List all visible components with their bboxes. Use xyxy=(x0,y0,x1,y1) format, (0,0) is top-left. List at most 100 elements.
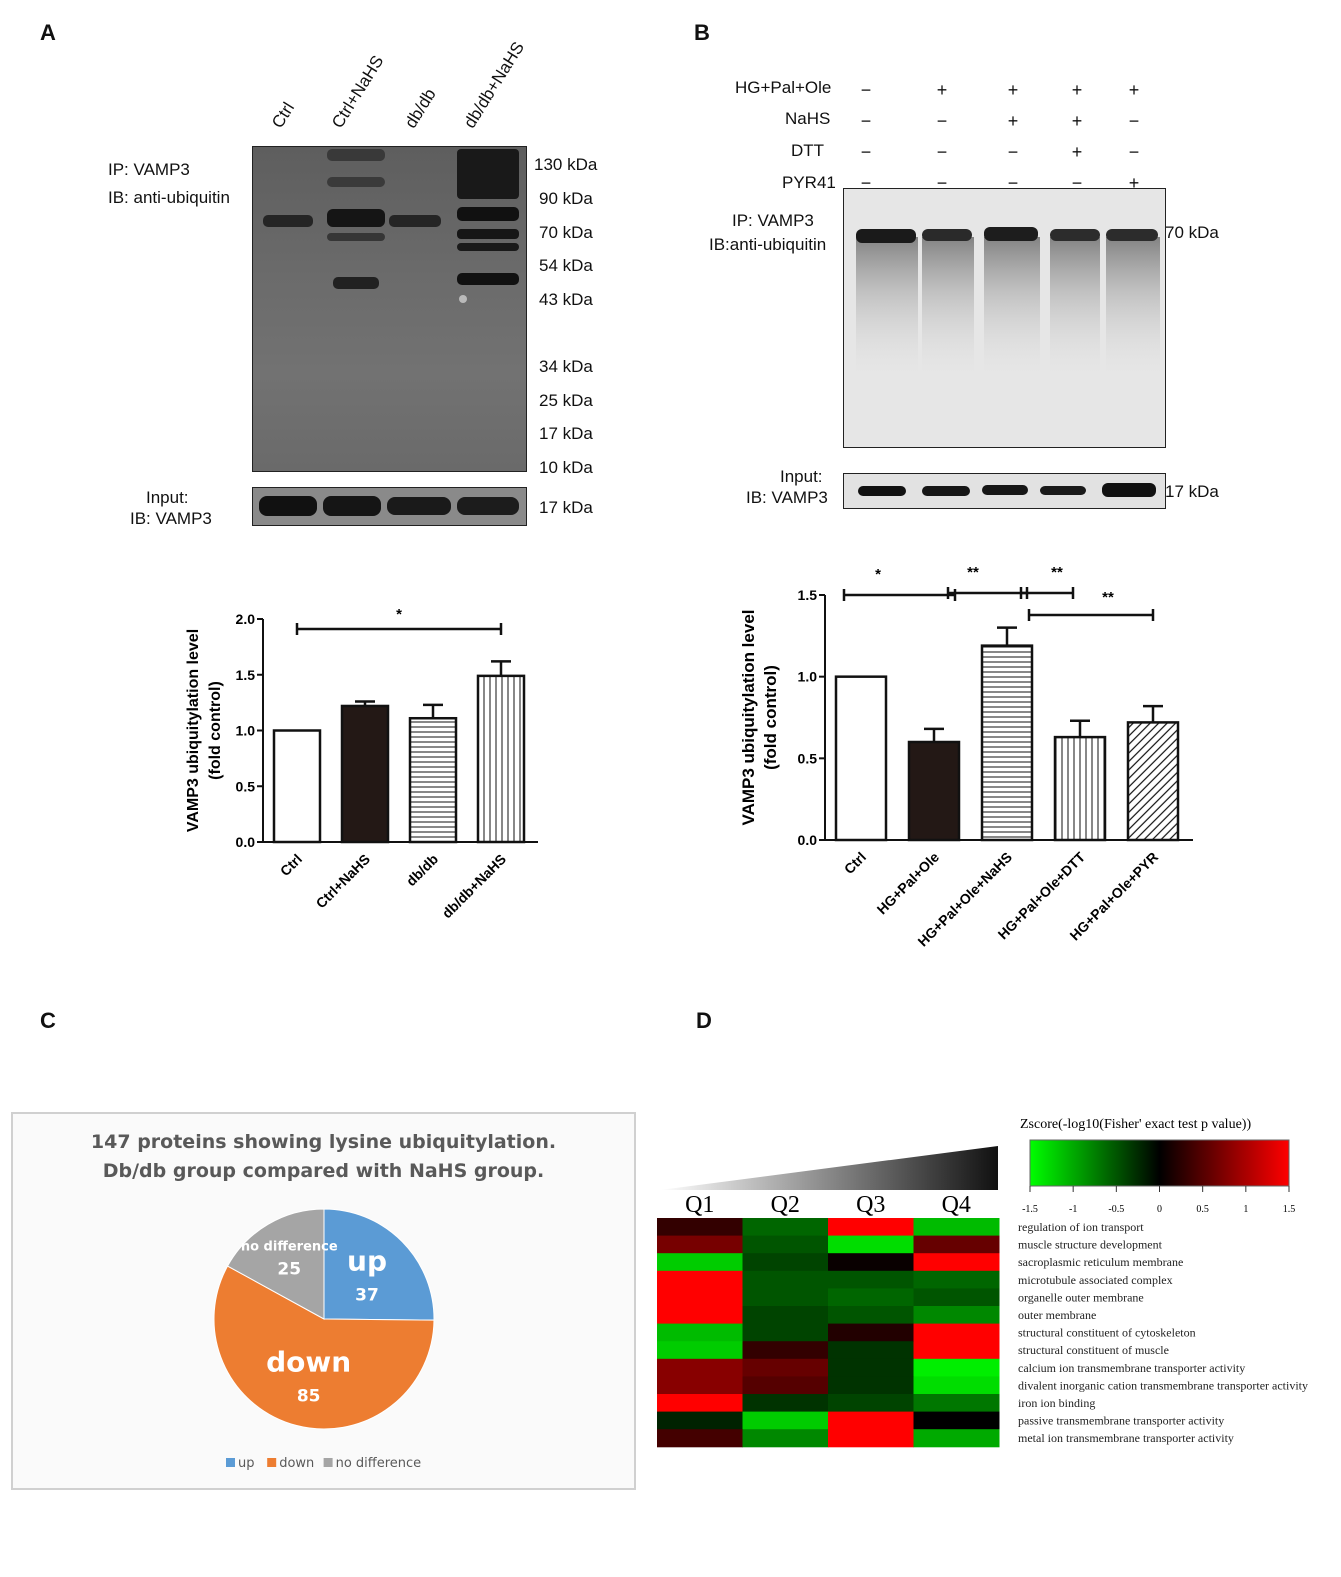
heatmap-cell xyxy=(828,1341,914,1360)
colorbar-tick-label: 0 xyxy=(1157,1204,1162,1215)
heatmap-row-label: regulation of ion transport xyxy=(1018,1220,1144,1234)
ib-label-b: IB:anti-ubiquitin xyxy=(709,235,827,254)
treatment-sign: − xyxy=(860,173,872,193)
treatment-label: PYR41 xyxy=(782,173,836,192)
lane-label: db/db+NaHS xyxy=(460,38,528,132)
lane-label: Ctrl+NaHS xyxy=(328,52,388,132)
treatment-sign: − xyxy=(1071,173,1083,193)
panel-d-letter: D xyxy=(696,1008,712,1033)
pie-slice-value: 25 xyxy=(277,1259,301,1279)
colorbar-title: Zscore(-log10(Fisher' exact test p value… xyxy=(1020,1117,1251,1132)
bar xyxy=(834,675,888,842)
heatmap-cell xyxy=(742,1306,829,1325)
bar xyxy=(1126,721,1180,842)
treatment-sign: − xyxy=(1128,142,1140,162)
heatmap-row-label: sacroplasmic reticulum membrane xyxy=(1018,1255,1183,1269)
lane-label: Ctrl xyxy=(268,98,299,132)
ib-label: IB: anti-ubiquitin xyxy=(108,188,230,207)
treatment-sign: − xyxy=(1007,142,1019,162)
y-axis-label: VAMP3 ubiquitylation level xyxy=(739,610,758,826)
heatmap-cell xyxy=(913,1306,1000,1325)
treatment-sign: − xyxy=(936,111,948,131)
heatmap-cell xyxy=(657,1270,743,1289)
input-blot xyxy=(252,487,527,526)
blot-bands xyxy=(263,149,519,303)
lane-label: db/db xyxy=(401,85,440,132)
bar xyxy=(272,729,322,844)
heatmap-cell xyxy=(913,1411,1000,1430)
y-tick-label: 0.5 xyxy=(798,750,818,766)
marker-label: 25 kDa xyxy=(539,391,593,410)
heatmap-cell xyxy=(742,1376,829,1395)
pie-slice xyxy=(226,1208,325,1320)
pie-slice-label: down xyxy=(266,1346,351,1379)
heatmap-cell xyxy=(913,1429,1000,1448)
pie-chart-frame: 147 proteins showing lysine ubiquitylati… xyxy=(11,1112,636,1490)
panel-c-letter: C xyxy=(40,1008,56,1033)
heatmap-cell xyxy=(657,1235,743,1254)
heatmap-cell xyxy=(657,1306,743,1325)
colorbar-tick-label: -1 xyxy=(1069,1204,1077,1215)
legend-swatch xyxy=(226,1458,235,1467)
x-tick-label: db/db+NaHS xyxy=(439,851,509,921)
pie-slice xyxy=(213,1265,435,1430)
heatmap-cell xyxy=(742,1253,829,1272)
heatmap-cell xyxy=(913,1376,1000,1395)
bar xyxy=(340,704,390,844)
pie-slice xyxy=(323,1208,435,1321)
bar xyxy=(907,740,961,842)
heatmap-cell xyxy=(913,1394,1000,1413)
heatmap-row-label: outer membrane xyxy=(1018,1308,1096,1322)
input-ib-label-b: IB: VAMP3 xyxy=(746,488,828,507)
treatment-sign: + xyxy=(1007,80,1019,100)
bar-chart-b: 0.0 0.5 1.0 1.5 VAMP3 ubiquitylation level (f… xyxy=(739,564,1193,950)
treatment-sign: − xyxy=(860,142,872,162)
heatmap-cell xyxy=(657,1288,743,1307)
y-tick-label: 1.0 xyxy=(236,723,256,739)
significance-label: * xyxy=(396,606,402,623)
heatmap-cell xyxy=(657,1376,743,1395)
treatment-sign: − xyxy=(860,111,872,131)
treatment-label: DTT xyxy=(791,141,825,160)
heatmap-cell xyxy=(742,1270,829,1289)
heatmap-cell xyxy=(828,1323,914,1342)
y-tick-label: 0.0 xyxy=(798,832,818,848)
treatment-sign: − xyxy=(936,173,948,193)
treatment-sign: + xyxy=(1071,142,1083,162)
quantile-triangle xyxy=(660,1146,998,1190)
input-label-b: Input: xyxy=(780,467,823,486)
y-axis-label-2: (fold control) xyxy=(761,665,780,770)
heatmap-cell xyxy=(913,1253,1000,1272)
colorbar-tick-label: 0.5 xyxy=(1196,1204,1209,1215)
treatment-sign: + xyxy=(1007,111,1019,131)
treatment-sign: + xyxy=(1071,111,1083,131)
pie-slice-value: 37 xyxy=(355,1285,379,1305)
marker-label: 17 kDa xyxy=(539,424,593,443)
heatmap-column-label: Q3 xyxy=(856,1192,885,1218)
heatmap-cell xyxy=(828,1358,914,1377)
heatmap-row-label: iron ion binding xyxy=(1018,1396,1095,1410)
western-blot-ubiquitin xyxy=(252,146,527,472)
marker-label: 10 kDa xyxy=(539,458,593,477)
heatmap-cell xyxy=(828,1270,914,1289)
legend-label: no difference xyxy=(336,1456,422,1471)
heatmap-row-label: passive transmembrane transporter activi… xyxy=(1018,1414,1224,1428)
x-tick-label: db/db xyxy=(403,851,441,889)
heatmap-cell xyxy=(742,1341,829,1360)
heatmap-cell xyxy=(828,1429,914,1448)
significance-label: ** xyxy=(1051,564,1063,581)
heatmap-cell xyxy=(742,1218,829,1237)
bar xyxy=(476,674,526,844)
pie-slice-label: up xyxy=(347,1244,387,1277)
heatmap-cell xyxy=(742,1429,829,1448)
heatmap-row-label: metal ion transmembrane transporter acti… xyxy=(1018,1431,1234,1445)
treatment-sign: + xyxy=(936,80,948,100)
y-tick-label: 1.5 xyxy=(236,667,256,683)
x-tick-label: Ctrl xyxy=(277,851,305,879)
input-bands xyxy=(259,496,519,516)
heatmap-cell xyxy=(742,1235,829,1254)
treatment-sign: − xyxy=(1007,173,1019,193)
pie-subtitle: Db/db group compared with NaHS group. xyxy=(102,1160,545,1182)
panel-b-letter: B xyxy=(694,20,710,45)
colorbar-tick-label: 1.5 xyxy=(1283,1204,1296,1215)
